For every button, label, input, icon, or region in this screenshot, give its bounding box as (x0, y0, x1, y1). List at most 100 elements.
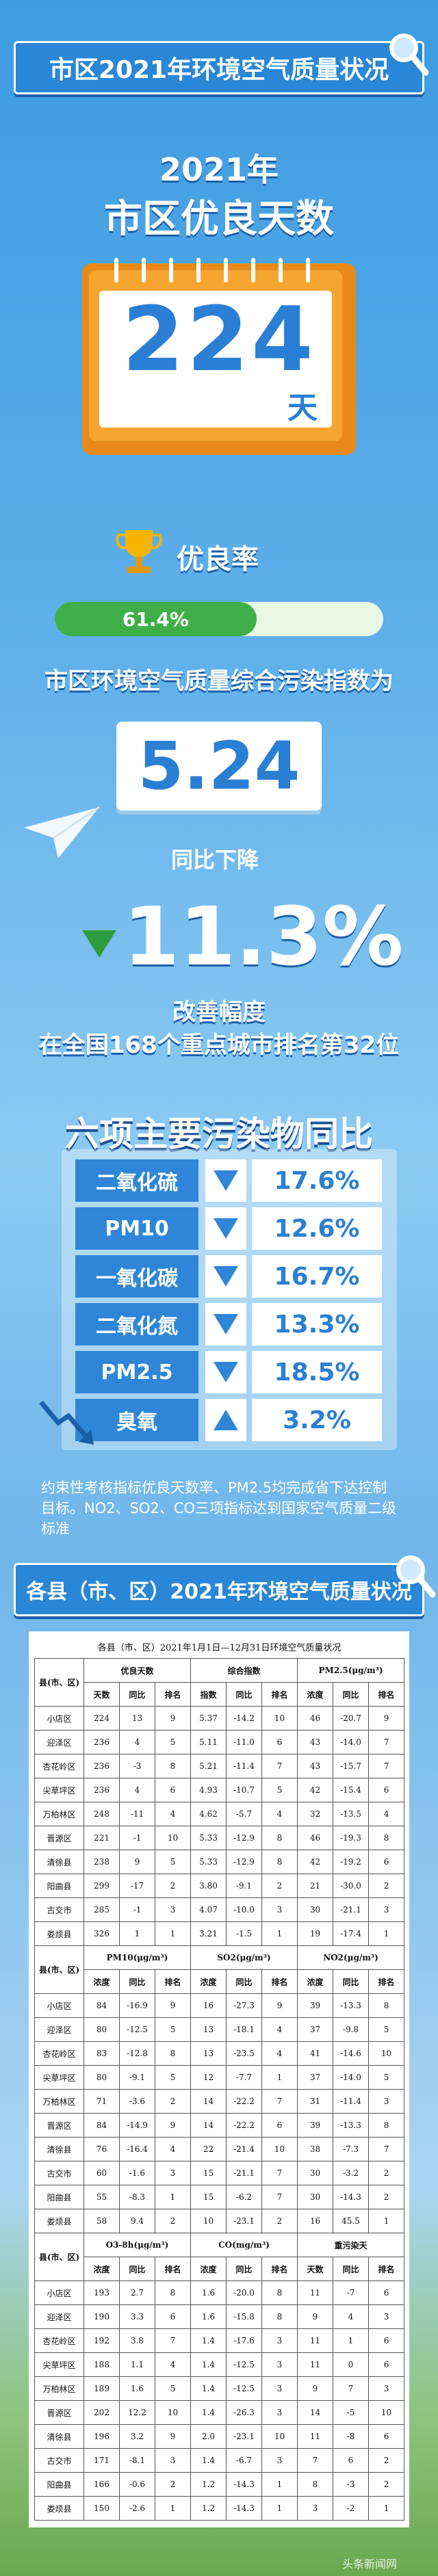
group-header-row: 县(市、区) 优良天数 综合指数 PM2.5(μg/m³) (34, 1658, 405, 1707)
direction-cell (205, 1303, 246, 1345)
cell: -21.4 (226, 2137, 262, 2161)
cell: 1.6 (190, 2304, 227, 2329)
county-name: 清徐县 (34, 1850, 84, 1874)
cell: -15.4 (333, 1778, 369, 1802)
cell: 7 (368, 1754, 405, 1778)
cell: -3.6 (119, 2089, 155, 2114)
county-name: 古交市 (34, 2161, 84, 2185)
pollutant-row: PM10 12.6% (75, 1207, 383, 1250)
cell: 39 (297, 2113, 333, 2138)
sub-header: 同比 (333, 1969, 369, 1994)
cell: 30 (297, 2185, 333, 2209)
cell: 5 (368, 2017, 405, 2042)
cell: 1.4 (190, 2448, 227, 2473)
county-name: 娄烦县 (34, 2496, 84, 2521)
cell: -11.0 (226, 1730, 262, 1754)
cell: 21 (297, 1874, 333, 1898)
sub-header: 排名 (368, 2257, 405, 2281)
cell: -6.2 (226, 2185, 262, 2209)
cell: 4 (261, 2041, 298, 2066)
county-name: 尖草坪区 (34, 1778, 84, 1802)
cell: 1.1 (119, 2352, 155, 2377)
cell: 1.6 (119, 2376, 155, 2401)
cell: -7.7 (226, 2065, 262, 2090)
cell: 299 (83, 1874, 120, 1898)
county-name: 迎泽区 (34, 2017, 84, 2042)
pollutants-list: 二氧化硫 17.6% PM10 12.6% 一氧化碳 16.7% 二氧化氮 13.3% PM2.… (75, 1159, 383, 1447)
cell: 7 (261, 2089, 298, 2114)
cell: 4 (155, 1802, 191, 1826)
cell: 80 (83, 2065, 120, 2090)
cell: -11.4 (226, 1754, 262, 1778)
cell: 42 (297, 1778, 333, 1802)
cell: 8 (297, 2472, 333, 2497)
cell: 6 (368, 2281, 405, 2305)
cell: 285 (83, 1897, 120, 1922)
cell: 43 (297, 1730, 333, 1754)
sub-header: 同比 (226, 1969, 262, 1994)
cell: 7 (155, 2328, 191, 2353)
cell: -12.5 (119, 2017, 155, 2042)
cell: 6 (155, 1778, 191, 1802)
sub-header: 浓度 (190, 2257, 227, 2281)
cell: 5 (261, 1778, 298, 1802)
pollutant-name: 一氧化碳 (75, 1255, 198, 1298)
group-header: 县(市、区) (34, 1945, 84, 1994)
cell: 38 (297, 2137, 333, 2161)
cell: 30 (297, 1897, 333, 1922)
county-name: 迎泽区 (34, 2304, 84, 2329)
cell: 5 (155, 2017, 191, 2042)
cell: 1 (155, 2185, 191, 2209)
header-title: 市区2021年环境空气质量状况 (49, 56, 389, 84)
cell: 8 (261, 1826, 298, 1850)
group-header: PM10(μg/m³) (83, 1945, 191, 1970)
cell: 9 (155, 1706, 191, 1731)
cell: 16 (190, 1993, 227, 2018)
cell: 238 (83, 1850, 120, 1874)
cell: 1.2 (190, 2496, 227, 2521)
cell: 3 (261, 1897, 298, 1922)
data-row: 小店区 84 -16.9 9 16 -27.3 9 39 -13.3 8 (34, 1993, 405, 2018)
cell: 32 (297, 1802, 333, 1826)
cell: 2 (368, 2161, 405, 2185)
cell: -20.7 (333, 1706, 369, 1731)
cell: -2 (333, 2496, 369, 2521)
ranking-line1: 改善幅度 (172, 999, 266, 1026)
cell: -15.7 (333, 1754, 369, 1778)
cell: 3 (155, 2161, 191, 2185)
good-days-unit: 天 (287, 391, 318, 425)
cell: -14.2 (226, 1706, 262, 1731)
cell: 8 (155, 1754, 191, 1778)
calendar (82, 258, 356, 455)
cell: 8 (155, 2041, 191, 2066)
group-header: O3-8h(μg/m³) (83, 2233, 191, 2257)
trophy-icon (116, 530, 162, 573)
paper-plane (24, 806, 100, 858)
cell: 9 (155, 1993, 191, 2018)
cell: 1 (261, 2496, 298, 2521)
index-label: 市区环境空气质量综合污染指数为 (44, 668, 394, 695)
cell: -2.6 (119, 2496, 155, 2521)
cell: -17 (119, 1874, 155, 1898)
county-title: 各县（市、区）2021年环境空气质量状况 (26, 1580, 412, 1604)
direction-icon (214, 1410, 238, 1430)
pollutants-title: 六项主要污染物同比 (65, 1114, 373, 1154)
cell: 10 (155, 2400, 191, 2425)
pollutant-name: PM10 (75, 1207, 198, 1250)
data-row: 古交市 285 -1 3 4.07 -10.0 3 30 -21.1 3 (34, 1897, 405, 1922)
cell: 5 (155, 2065, 191, 2090)
group-header: 优良天数 (83, 1658, 191, 1683)
cell: 60 (83, 2161, 120, 2185)
county-name: 尖草坪区 (34, 2065, 84, 2090)
pollutant-row: 二氧化氮 13.3% (75, 1303, 383, 1345)
sub-header: 浓度 (190, 1969, 227, 1994)
data-row: 清徐县 196 3.2 9 2.0 -23.1 10 11 -8 6 (34, 2424, 405, 2449)
cell: 12.2 (119, 2400, 155, 2425)
cell: 12 (190, 2065, 227, 2090)
direction-triangle (214, 1314, 238, 1335)
cell: 150 (83, 2496, 120, 2521)
sub-header: 天数 (83, 1682, 120, 1707)
sub-header: 同比 (119, 1682, 155, 1707)
group-header: 县(市、区) (34, 2233, 84, 2281)
cell: -21.1 (333, 1897, 369, 1922)
